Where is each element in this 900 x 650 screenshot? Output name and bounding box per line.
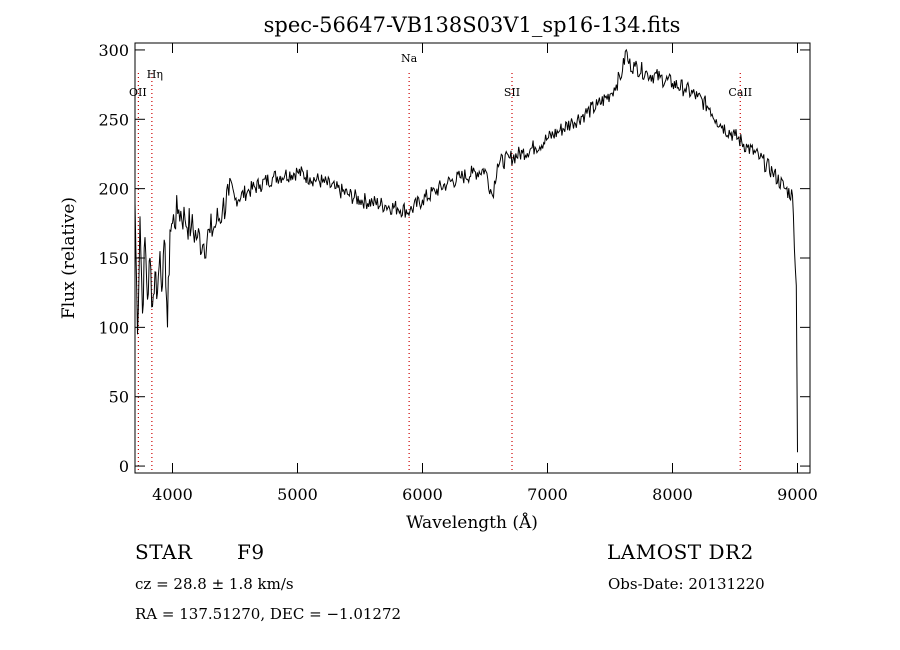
- y-tick-label: 300: [98, 41, 129, 60]
- marker-lines: [137, 73, 741, 473]
- object-class: STAR: [135, 540, 193, 564]
- y-axis-label: Flux (relative): [59, 197, 79, 319]
- observation-date: Obs-Date: 20131220: [608, 575, 765, 593]
- x-tick-label: 6000: [402, 485, 443, 504]
- y-tick-label: 100: [98, 318, 129, 337]
- marker-label: OII: [129, 86, 147, 99]
- y-tick-label: 0: [119, 457, 129, 476]
- spectrum-series: [134, 48, 798, 453]
- spectral-subclass: F9: [237, 540, 265, 564]
- y-tick-label: 250: [98, 110, 129, 129]
- marker-label: Na: [401, 52, 418, 65]
- x-tick-label: 7000: [527, 485, 568, 504]
- y-tick-label: 50: [109, 388, 129, 407]
- survey-name: LAMOST DR2: [607, 540, 754, 564]
- y-tick-label: 200: [98, 180, 129, 199]
- marker-label: CaII: [728, 86, 752, 99]
- x-tick-label: 9000: [777, 485, 818, 504]
- redshift-cz: cz = 28.8 ± 1.8 km/s: [135, 575, 294, 593]
- y-tick-label: 150: [98, 249, 129, 268]
- coordinates: RA = 137.51270, DEC = −1.01272: [135, 605, 402, 623]
- chart-title: spec-56647-VB138S03V1_sp16-134.fits: [264, 13, 681, 37]
- spectrum-line: [134, 48, 798, 453]
- x-tick-label: 5000: [277, 485, 318, 504]
- x-tick-label: 4000: [152, 485, 193, 504]
- plot-frame: [134, 42, 811, 474]
- marker-label: SII: [504, 86, 520, 99]
- marker-label: Hη: [147, 68, 163, 81]
- axis-ticks: 4000 5000 6000 7000 8000 9000 0 50 100 150 200 250 3…: [98, 41, 817, 504]
- x-axis-label: Wavelength (Å): [406, 512, 538, 533]
- x-tick-label: 8000: [652, 485, 693, 504]
